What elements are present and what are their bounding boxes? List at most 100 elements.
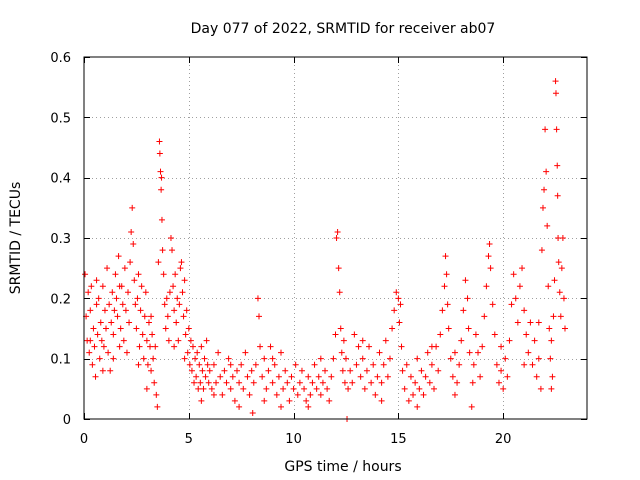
data-point xyxy=(150,355,157,362)
axis-ticks xyxy=(84,57,587,420)
data-point xyxy=(284,379,291,386)
data-point xyxy=(418,367,425,374)
data-point xyxy=(313,385,320,392)
data-point xyxy=(380,361,387,368)
data-point xyxy=(210,361,217,368)
data-points xyxy=(82,78,568,422)
data-point xyxy=(437,331,444,338)
data-point xyxy=(132,301,139,308)
data-point xyxy=(311,361,318,368)
data-point xyxy=(552,78,559,85)
data-point xyxy=(117,325,124,332)
data-point xyxy=(554,162,561,169)
data-point xyxy=(336,289,343,296)
data-point xyxy=(549,373,556,380)
data-point xyxy=(269,379,276,386)
data-point xyxy=(248,367,255,374)
data-point xyxy=(173,319,180,326)
data-point xyxy=(357,373,364,380)
data-point xyxy=(462,277,469,284)
data-point xyxy=(305,403,312,410)
data-point xyxy=(338,349,345,356)
y-tick-label: 0.2 xyxy=(50,292,71,307)
data-point xyxy=(275,373,282,380)
data-point xyxy=(183,307,190,314)
x-tick-label: 20 xyxy=(495,432,512,447)
data-point xyxy=(389,325,396,332)
data-point xyxy=(333,235,340,241)
data-point xyxy=(250,379,257,386)
data-point xyxy=(225,355,232,362)
data-point xyxy=(514,319,521,326)
data-point xyxy=(177,265,184,272)
data-point xyxy=(428,361,435,368)
data-point xyxy=(181,355,188,362)
data-point xyxy=(227,361,234,368)
data-point xyxy=(256,313,263,320)
data-point xyxy=(233,367,240,374)
data-point xyxy=(156,150,163,157)
data-point xyxy=(347,367,354,374)
data-point xyxy=(420,391,427,398)
data-point xyxy=(330,355,337,362)
data-point xyxy=(424,349,431,356)
data-point xyxy=(487,265,494,272)
data-point xyxy=(198,343,205,350)
data-point xyxy=(174,295,181,302)
data-point xyxy=(324,385,331,392)
data-point xyxy=(317,391,324,398)
data-point xyxy=(286,397,293,404)
data-point xyxy=(197,379,204,386)
y-tick-label: 0.4 xyxy=(50,172,71,187)
data-point xyxy=(89,361,96,368)
data-point xyxy=(554,192,561,199)
data-point xyxy=(431,385,438,392)
data-point xyxy=(464,295,471,302)
data-point xyxy=(481,313,488,320)
data-point xyxy=(441,283,448,290)
data-point xyxy=(384,373,391,380)
chart-title: Day 077 of 2022, SRMTID for receiver ab0… xyxy=(191,21,496,37)
data-point xyxy=(138,283,145,290)
data-point xyxy=(519,265,526,272)
data-point xyxy=(128,228,135,235)
data-point xyxy=(202,373,209,380)
x-tick-labels: 0 5 10 15 20 xyxy=(80,432,512,447)
data-point xyxy=(254,295,261,302)
data-point xyxy=(215,349,222,356)
data-point xyxy=(184,349,191,356)
data-point xyxy=(213,379,220,386)
data-point xyxy=(363,367,370,374)
data-point xyxy=(135,271,142,278)
data-point xyxy=(200,385,207,392)
data-point xyxy=(96,355,103,362)
data-point xyxy=(236,379,243,386)
data-point xyxy=(203,337,210,344)
data-point xyxy=(166,289,173,296)
data-point xyxy=(116,343,123,350)
data-point xyxy=(341,379,348,386)
data-point xyxy=(454,379,461,386)
data-point xyxy=(221,367,228,374)
y-axis-label: SRMTID / TECUs xyxy=(8,182,24,295)
data-point xyxy=(479,343,486,350)
data-point xyxy=(486,241,493,248)
data-point xyxy=(498,343,505,350)
data-point xyxy=(374,373,381,380)
data-point xyxy=(456,361,463,368)
data-point xyxy=(422,373,429,380)
data-point xyxy=(103,325,110,332)
data-point xyxy=(537,385,544,392)
data-point xyxy=(541,186,548,193)
data-point xyxy=(191,379,198,386)
data-point xyxy=(278,403,285,410)
data-point xyxy=(305,373,312,380)
data-point xyxy=(188,367,195,374)
data-point xyxy=(557,313,564,320)
data-point xyxy=(342,355,349,362)
data-point xyxy=(397,301,404,308)
data-point xyxy=(170,283,177,290)
data-point xyxy=(140,355,147,362)
data-point xyxy=(133,325,140,332)
data-point xyxy=(543,168,550,175)
